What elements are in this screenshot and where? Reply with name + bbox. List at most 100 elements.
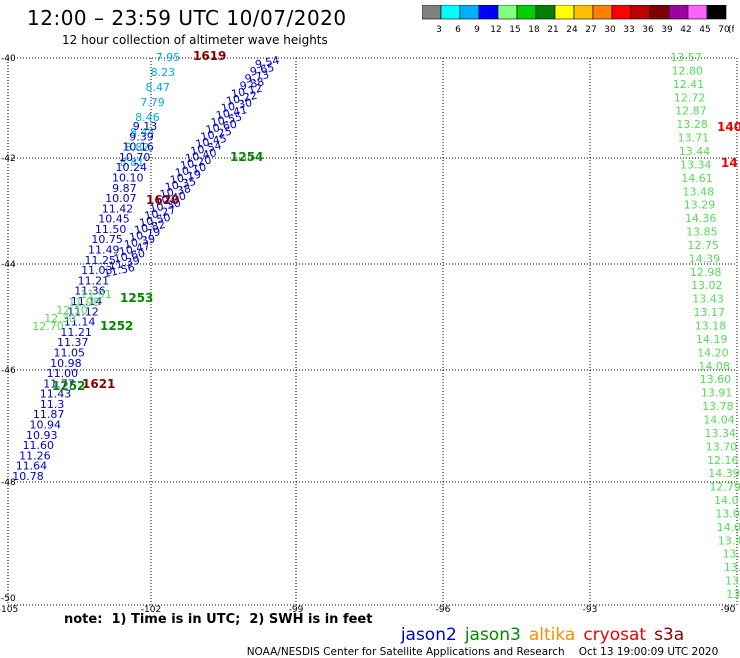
wave-height-value: 14.39 [708, 467, 740, 480]
wave-height-value: 11.14 [64, 316, 96, 329]
latitude-label: -42 [1, 154, 16, 164]
wave-height-value: 11.03 [81, 264, 113, 277]
map-grid [7, 57, 738, 606]
time-label: 1254 [230, 150, 263, 164]
time-label: 1253 [120, 291, 153, 305]
wave-height-value: 9.13 [133, 120, 158, 133]
wave-height-value: 13.18 [695, 320, 727, 333]
wave-height-value: 10.50 [138, 211, 172, 230]
longitude-label: -102 [141, 605, 161, 615]
legend-jason3: jason3 [464, 625, 521, 645]
wave-height-value: 13.0 [715, 507, 740, 520]
page-subtitle: 12 hour collection of altimeter wave hei… [62, 33, 328, 47]
wave-height-value: 10.55 [210, 110, 244, 129]
legend-cryosat: cryosat [583, 625, 647, 645]
longitude-label: -96 [436, 605, 451, 615]
legend-altika: altika [528, 625, 576, 645]
wave-height-value: 11.77 [43, 377, 75, 390]
wave-height-value: 9.39 [129, 130, 154, 143]
colorbar-label: 12 [490, 25, 501, 35]
wave-height-value: 11.21 [60, 326, 92, 339]
axis-labels: -40 -42 -44 -46 -48 -50-105 -102 -99 -96 -93 -90 [0, 54, 736, 615]
wave-height-value: 12.41 [673, 78, 705, 91]
wave-height-value: 13.28 [676, 118, 708, 131]
legend-jason2: jason2 [400, 625, 457, 645]
wave-height-value: 10.98 [50, 357, 82, 370]
wave-height-value: 13. [726, 588, 740, 601]
colorbar-label: 27 [585, 25, 596, 35]
latitude-label: -44 [1, 260, 16, 270]
wave-height-value: 12.70 [32, 320, 64, 333]
wave-height-value: 13.70 [706, 440, 738, 453]
wave-height-value: 13. [723, 548, 740, 561]
wave-height-value: 10.40 [154, 189, 188, 208]
wave-height-value: 12.75 [687, 239, 719, 252]
time-label: 1252 [100, 319, 133, 333]
wave-height-value: 11.12 [67, 305, 99, 318]
wave-height-value: 11.3 [40, 398, 65, 411]
colorbar-swatch [706, 5, 727, 20]
wave-height-value: 13.71 [678, 132, 710, 145]
latitude-label: -46 [1, 366, 16, 376]
colorbar-label: 21 [547, 25, 558, 35]
wave-height-value: 13.85 [686, 226, 718, 239]
wave-height-value: 11.42 [102, 202, 134, 215]
wave-height-value: 10.41 [215, 103, 249, 122]
wave-height-value: 11.87 [33, 408, 65, 421]
colorbar-label: 3 [436, 25, 442, 35]
wave-height-value: 11.49 [88, 244, 120, 257]
longitude-label: -93 [583, 605, 598, 615]
colorbar-label: 15 [509, 25, 520, 35]
wave-height-value: 14.20 [697, 346, 729, 359]
wave-height-value: 13.57 [670, 51, 702, 64]
wave-height-value: 8.44 [130, 126, 155, 139]
wave-height-value: 11.25 [85, 254, 117, 267]
wave-height-value: 10.82 [133, 218, 167, 237]
wave-height-value: 10.45 [98, 213, 130, 226]
wave-height-value: 11.91 [80, 288, 112, 301]
wave-height-value: 8.23 [151, 66, 176, 79]
footer: NOAA/NESDIS Center for Satellite Applica… [240, 634, 732, 658]
wave-height-value: 11.37 [57, 336, 89, 349]
colorbar-label: 42 [680, 25, 691, 35]
wave-height-value: 11.60 [23, 439, 55, 452]
wave-height-value: 13.34 [680, 158, 712, 171]
wave-height-value: 11.21 [78, 274, 110, 287]
wave-height-value: 13. [725, 575, 740, 588]
wave-height-value: 13.48 [683, 185, 715, 198]
wave-height-value: 12.98 [690, 266, 722, 279]
wave-height-value: 12.30 [44, 312, 76, 325]
wave-height-value: 8.81 [120, 156, 145, 169]
wave-height-value: 10.19 [169, 168, 203, 187]
colorbar-label: 9 [474, 25, 480, 35]
colorbar-label: 18 [528, 25, 540, 35]
wave-height-value: 14.19 [696, 333, 728, 346]
wave-height-value: 10.45 [194, 132, 228, 151]
colorbar-label: 36 [642, 25, 654, 35]
longitude-label: -105 [0, 605, 18, 615]
wave-height-value: 14.39 [689, 252, 721, 265]
wave-height-value: 11.14 [71, 295, 103, 308]
colorbar-label: 70 [718, 25, 730, 35]
wave-height-value: 10.10 [174, 161, 208, 180]
wave-height-value: 11.43 [40, 388, 72, 401]
colorbar-label: (ft) [728, 25, 734, 35]
wave-height-value: 10.54 [189, 139, 223, 158]
wave-height-value: 10.27 [143, 204, 177, 223]
wave-height-value: 13.34 [705, 427, 737, 440]
wave-height-value: 10.60 [205, 117, 239, 136]
wave-height-value: 10.47 [118, 239, 152, 258]
wave-height-value: 11.56 [103, 261, 137, 280]
wave-height-value: 10.75 [91, 233, 123, 246]
wave-height-value: 10.79 [128, 225, 162, 244]
wave-height-value: 10.38 [159, 182, 193, 201]
wave-height-value: 12.10 [56, 304, 88, 317]
wave-height-value: 11.05 [54, 346, 86, 359]
colorbar-label: 33 [623, 25, 634, 35]
wave-height-value: 9.65 [249, 61, 276, 79]
wave-height-value: 13.43 [692, 293, 724, 306]
wave-height-value: 10.60 [113, 247, 147, 266]
wave-height-value: 13.91 [701, 387, 733, 400]
longitude-label: -99 [289, 605, 304, 615]
